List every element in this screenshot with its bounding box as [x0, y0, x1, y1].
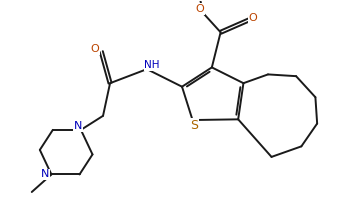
- Text: O: O: [91, 44, 99, 54]
- Text: N: N: [41, 169, 49, 179]
- Text: NH: NH: [145, 60, 160, 70]
- Text: S: S: [190, 119, 198, 132]
- Text: N: N: [74, 121, 82, 131]
- Text: O: O: [248, 13, 257, 23]
- Text: O: O: [195, 4, 204, 14]
